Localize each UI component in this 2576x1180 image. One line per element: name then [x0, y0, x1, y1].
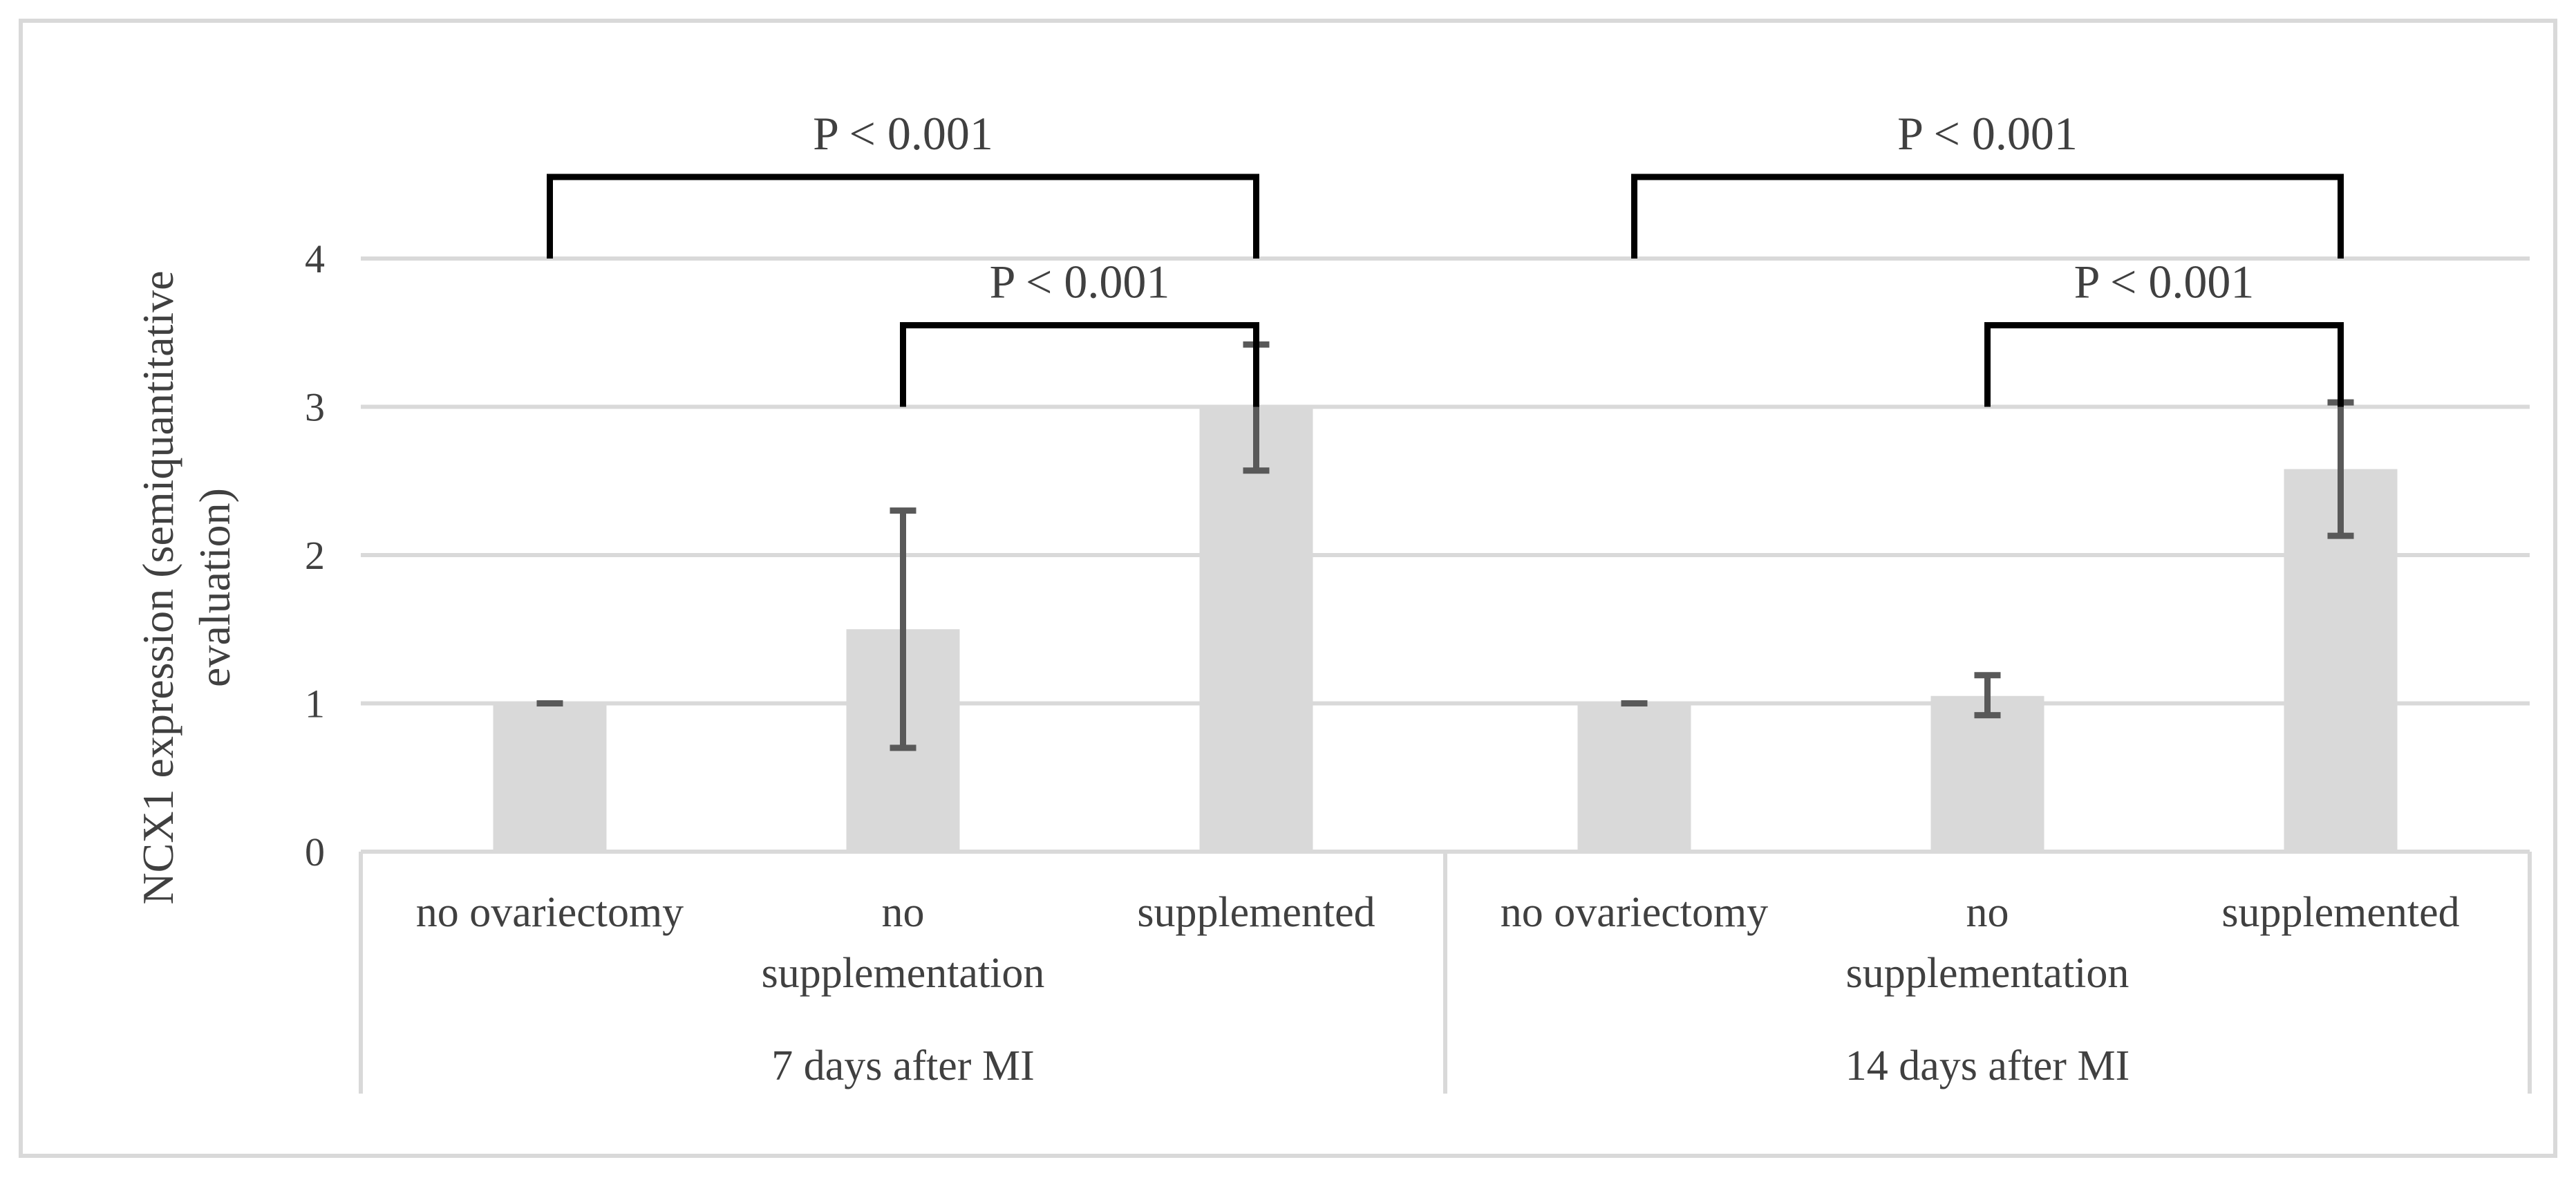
y-tick-label: 3 — [305, 385, 325, 430]
significance-bracket — [900, 322, 1259, 407]
y-tick-label: 4 — [305, 236, 325, 281]
significance-bracket — [547, 174, 1259, 259]
category-label: no ovariectomy — [1501, 889, 1768, 936]
label-layer: 0 1 2 3 4 NCX1 expression (semiquantitative ev… — [133, 236, 2460, 1089]
category-label: no — [1966, 889, 2009, 936]
bar — [1199, 406, 1313, 852]
error-bar — [890, 507, 916, 751]
bar — [493, 703, 607, 852]
error-bar — [1974, 672, 2001, 719]
y-axis-title: NCX1 expression (semiquantitative evaluat… — [133, 270, 239, 904]
category-label: no — [882, 889, 925, 936]
category-label: supplementation — [1846, 950, 2130, 997]
y-tick-label: 1 — [305, 682, 325, 727]
significance-label: P < 0.001 — [2074, 256, 2255, 308]
annotation-layer: P < 0.001 P < 0.001 P < 0.001 P < 0.001 — [547, 107, 2344, 407]
group-label: 7 days after MI — [771, 1042, 1034, 1089]
y-tick-label: 2 — [305, 533, 325, 578]
bar — [1930, 695, 2044, 852]
group-label: 14 days after MI — [1845, 1042, 2130, 1089]
significance-label: P < 0.001 — [990, 256, 1170, 308]
category-label: supplemented — [2221, 889, 2459, 936]
category-label: no ovariectomy — [416, 889, 684, 936]
y-axis-title-line: NCX1 expression (semiquantitative — [133, 270, 182, 904]
grid-layer — [361, 256, 2530, 706]
y-tick-label: 0 — [305, 830, 325, 874]
category-label: supplemented — [1137, 889, 1375, 936]
bar — [1577, 703, 1691, 852]
axis-layer — [359, 850, 2532, 1094]
significance-label: P < 0.001 — [813, 107, 993, 160]
significance-label: P < 0.001 — [1897, 107, 2078, 160]
category-label: supplementation — [762, 950, 1045, 997]
significance-bracket — [1631, 174, 2344, 259]
y-axis-title-line: evaluation) — [190, 488, 239, 687]
significance-bracket — [1984, 322, 2344, 407]
